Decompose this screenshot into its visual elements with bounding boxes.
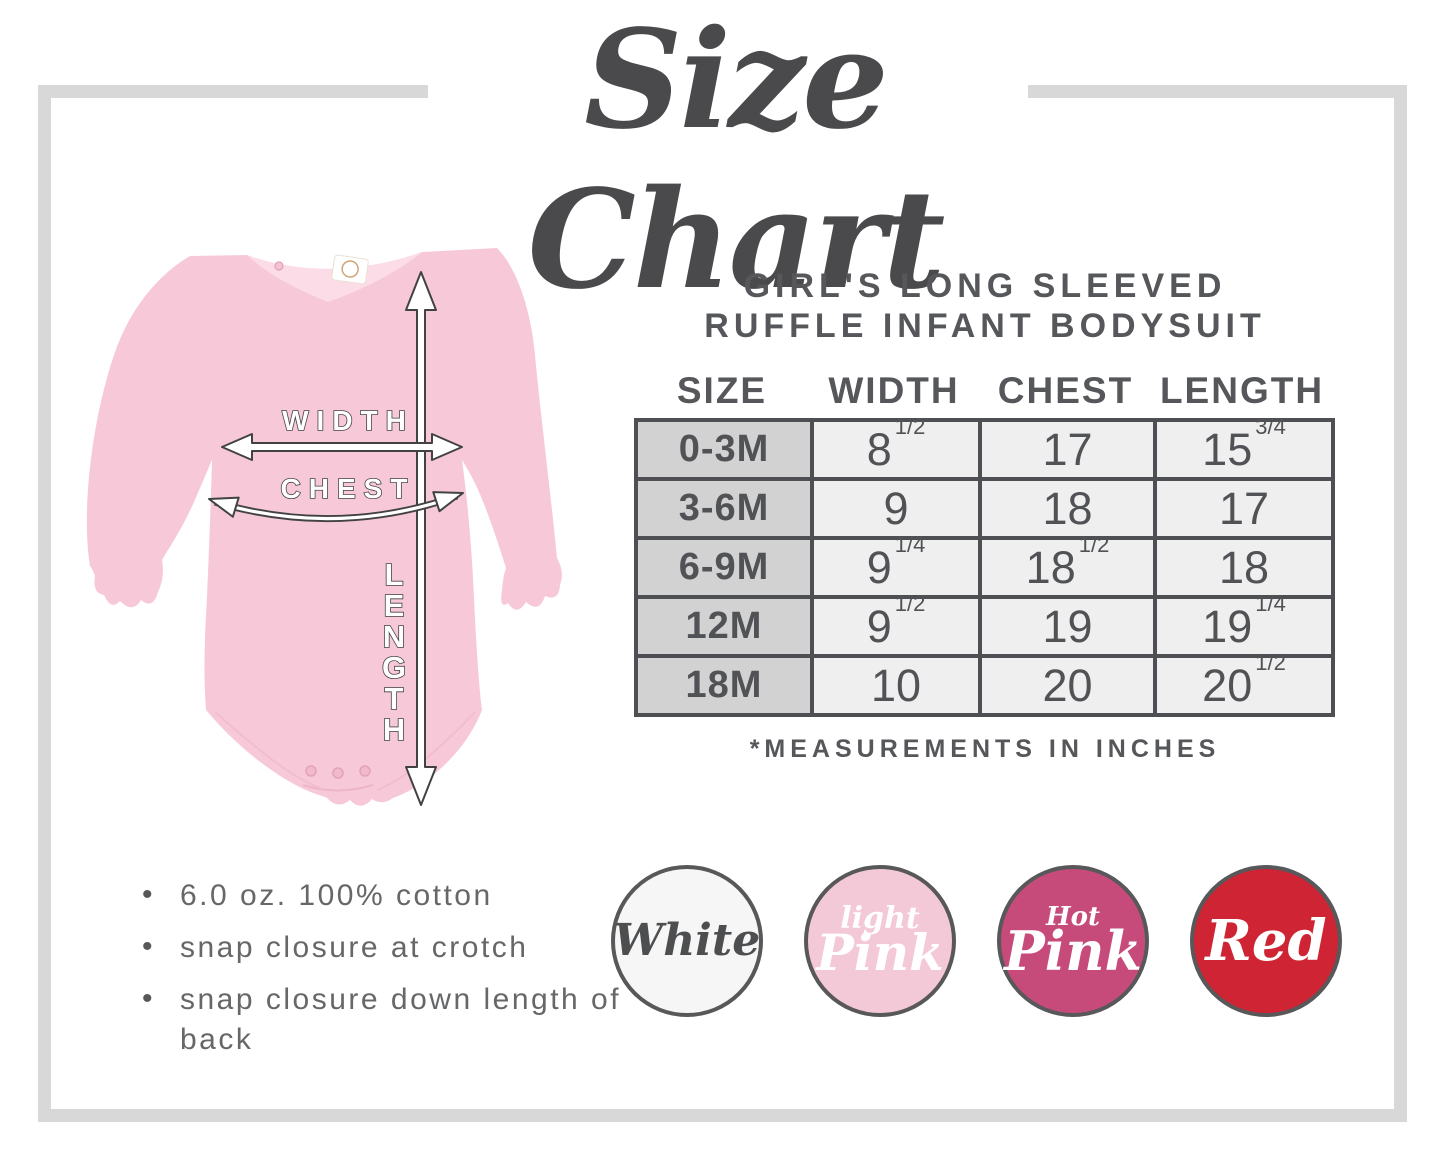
crotch-snap [332, 767, 344, 779]
measurements-footnote: *MEASUREMENTS IN INCHES [749, 735, 1221, 763]
swatch-label: light [840, 901, 920, 936]
features-list: 6.0 oz. 100% cotton snap closure at crotc… [142, 875, 622, 1072]
width-cell: 10 [810, 654, 982, 717]
column-header: SIZE [676, 370, 768, 411]
chest-label: CHEST [281, 473, 416, 504]
length-cell: 20 1/2 [1153, 650, 1335, 717]
size-cell: 18M [634, 654, 814, 717]
product-title: GIRL'S LONG SLEEVED RUFFLE INFANT BODYSU… [617, 266, 1353, 346]
neck-snap [274, 261, 284, 271]
leg-seam-left [214, 711, 324, 790]
crotch-seam [302, 784, 374, 792]
size-table: 0-3M 8 1/2 17 15 3/4 3-6M 9 18 17 6-9M 9 1/4 18 1/2 18 1… [634, 414, 1335, 717]
feature-item: snap closure at crotch [142, 927, 622, 968]
product-title-line1: GIRL'S LONG SLEEVED [743, 267, 1227, 305]
size-cell: 12M [634, 595, 814, 658]
chest-cell: 18 [978, 477, 1157, 540]
column-header: CHEST [997, 370, 1134, 411]
chest-cell: 18 1/2 [978, 532, 1157, 599]
width-cell: 8 1/2 [810, 414, 982, 481]
table-row: 18M 10 20 20 1/2 [634, 650, 1335, 717]
size-cell: 3-6M [634, 477, 814, 540]
neck-tag [331, 254, 369, 285]
width-cell: 9 1/4 [810, 532, 982, 599]
length-cell: 18 [1153, 536, 1335, 599]
chest-arrow [208, 491, 464, 523]
color-swatch-hot-pink: Hot Pink [997, 865, 1149, 1017]
chest-cell: 17 [978, 418, 1157, 481]
size-cell: 0-3M [634, 418, 814, 481]
page-title: Size Chart [527, 0, 946, 321]
crotch-snap [305, 765, 317, 777]
width-label: WIDTH [282, 405, 414, 436]
swatch-label: Red [1205, 908, 1327, 974]
size-table-body: 0-3M 8 1/2 17 15 3/4 3-6M 9 18 17 6-9M 9 1/4 18 1/2 18 1… [634, 414, 1335, 717]
swatch-label: Pink [1004, 919, 1142, 983]
length-cell: 19 1/4 [1153, 591, 1335, 658]
color-swatch-white: White [611, 865, 763, 1017]
color-swatches: White light Pink Hot Pink Red [611, 865, 1342, 1017]
length-arrow [405, 271, 437, 806]
table-row: 6-9M 9 1/4 18 1/2 18 [634, 532, 1335, 599]
crotch-snap [359, 765, 371, 777]
outer-frame [38, 85, 1407, 1122]
color-swatch-red: Red [1190, 865, 1342, 1017]
width-arrow [221, 433, 463, 461]
table-row: 12M 9 1/2 19 19 1/4 [634, 591, 1335, 658]
table-row: 0-3M 8 1/2 17 15 3/4 [634, 414, 1335, 481]
column-header: WIDTH [828, 370, 960, 411]
feature-item: snap closure down length of back [142, 979, 622, 1060]
swatch-label: Hot [1046, 902, 1100, 932]
width-cell: 9 [810, 477, 982, 540]
column-header: LENGTH [1159, 370, 1325, 411]
length-cell: 17 [1153, 477, 1335, 540]
swatch-label: Pink [816, 923, 944, 982]
chest-cell: 19 [978, 595, 1157, 658]
color-swatch-light-pink: light Pink [804, 865, 956, 1017]
column-headers: SIZE WIDTH CHEST LENGTH [634, 370, 1331, 412]
length-cell: 15 3/4 [1153, 414, 1335, 481]
frame-title-gap [428, 80, 1028, 104]
swatch-label: White [613, 915, 761, 966]
table-row: 3-6M 9 18 17 [634, 477, 1335, 540]
chest-cell: 20 [978, 654, 1157, 717]
width-cell: 9 1/2 [810, 591, 982, 658]
bodysuit-shape [86, 248, 562, 806]
feature-item: 6.0 oz. 100% cotton [142, 875, 622, 916]
product-title-line2: RUFFLE INFANT BODYSUIT [704, 307, 1266, 345]
size-cell: 6-9M [634, 536, 814, 599]
